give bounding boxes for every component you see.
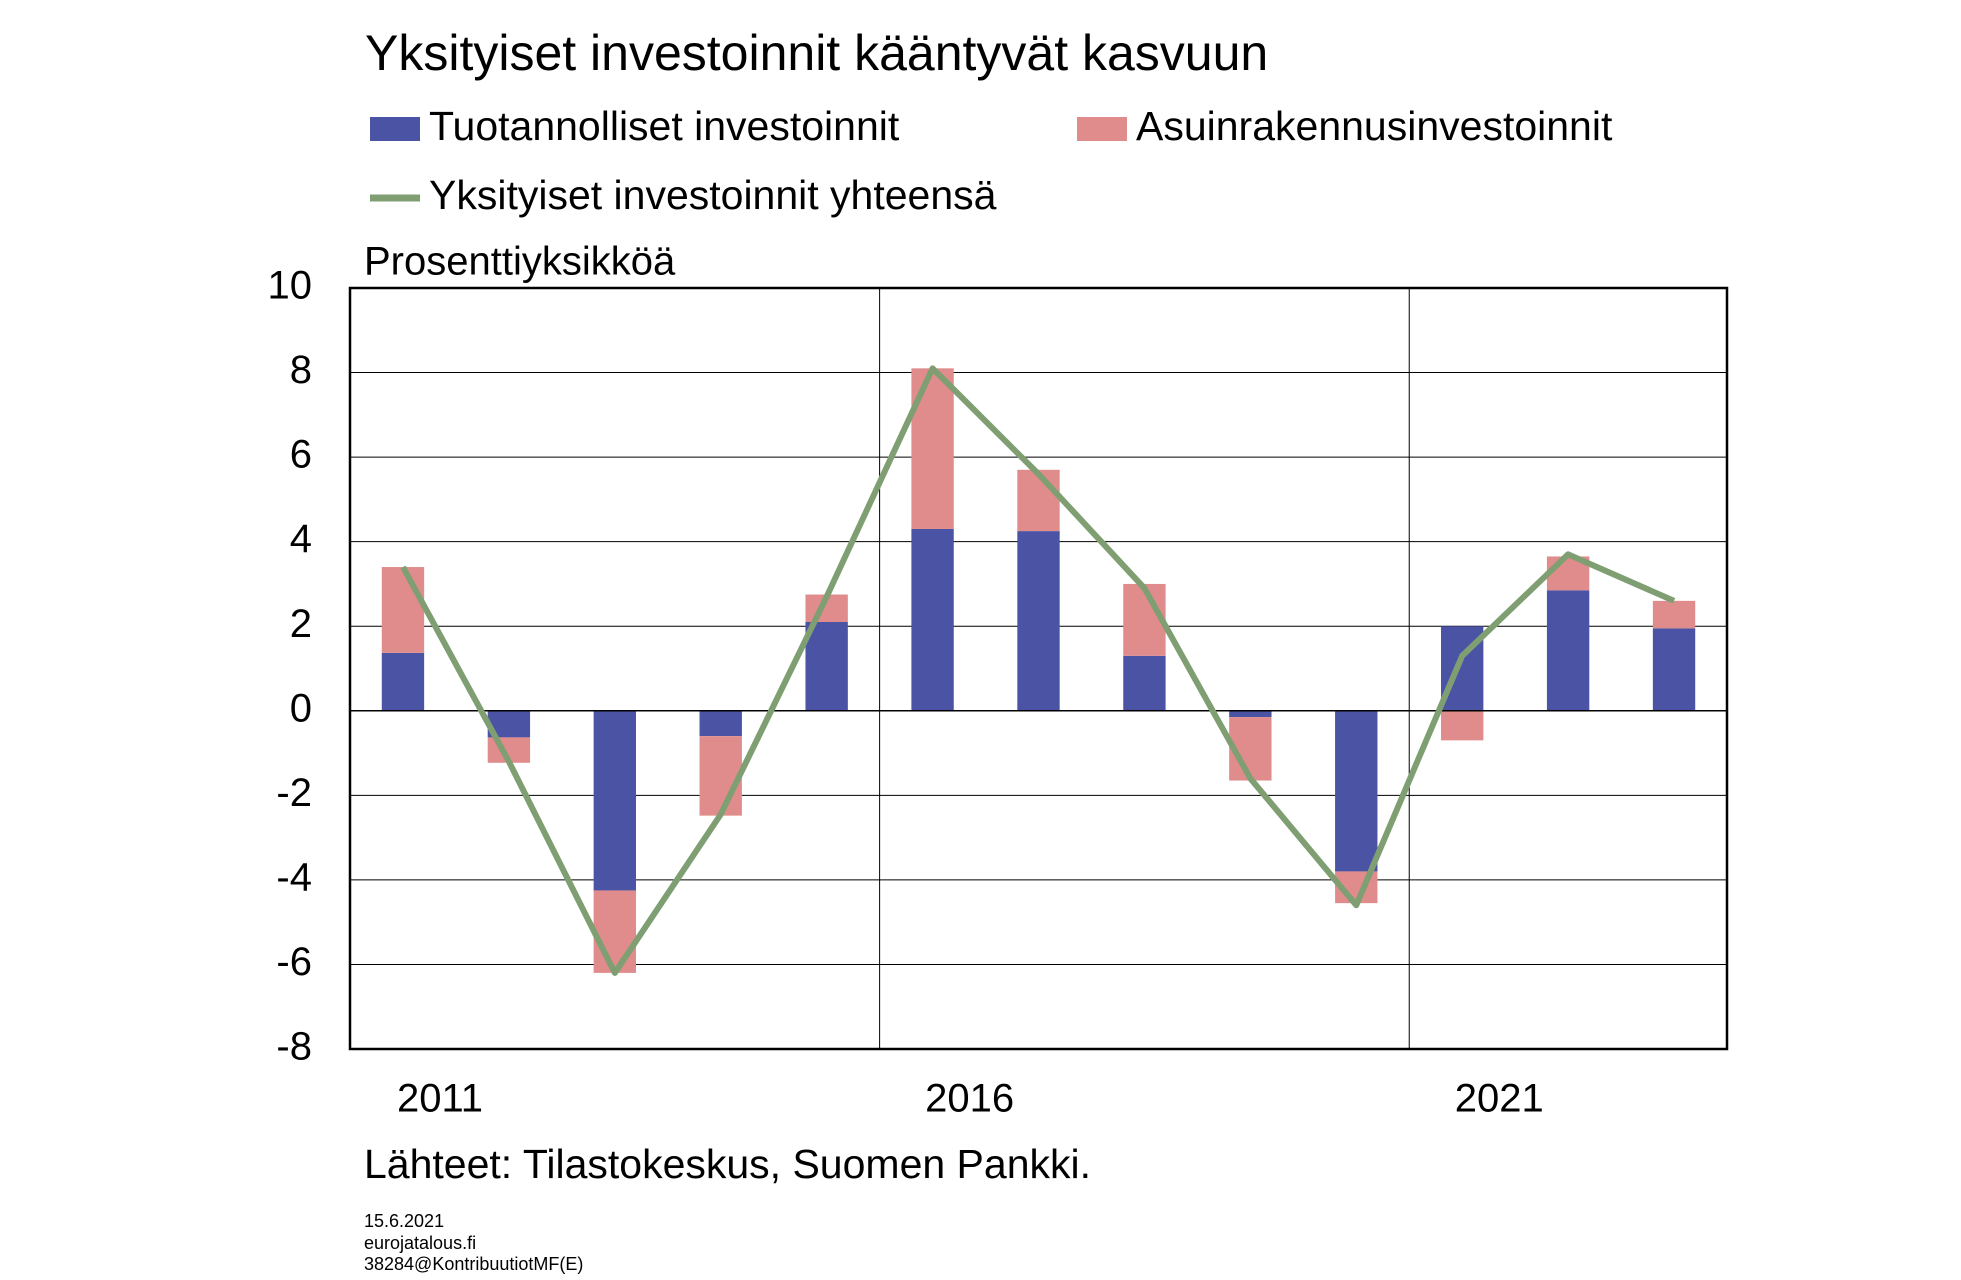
- legend-label: Yksityiset investoinnit yhteensä: [429, 172, 997, 218]
- bar: [593, 890, 636, 973]
- chart-title: Yksityiset investoinnit kääntyvät kasvuu…: [365, 25, 1268, 81]
- legend-label: Tuotannolliset investoinnit: [429, 103, 900, 149]
- y-tick-label: 0: [290, 686, 312, 730]
- bar: [381, 567, 425, 653]
- bar: [911, 368, 954, 529]
- bar: [1123, 655, 1166, 711]
- y-tick-label: 8: [290, 348, 312, 392]
- bar: [1017, 469, 1060, 532]
- y-tick-label: 2: [290, 602, 312, 646]
- bar: [699, 710, 742, 737]
- source: Lähteet: Tilastokeskus, Suomen Pankki.: [364, 1141, 1091, 1187]
- bar: [699, 736, 742, 816]
- legend-swatch: [1077, 117, 1127, 141]
- bar: [381, 652, 425, 711]
- y-axis-label: Prosenttiyksikköä: [364, 240, 676, 284]
- footer: eurojatalous.fi: [364, 1233, 476, 1253]
- y-tick-label: -6: [276, 940, 312, 984]
- bar: [1441, 710, 1484, 741]
- y-tick-label: 6: [290, 433, 312, 477]
- y-tick-label: -4: [276, 855, 312, 899]
- line: [400, 365, 1676, 976]
- bar: [805, 621, 848, 711]
- bar: [1546, 590, 1590, 711]
- bar: [593, 710, 636, 891]
- footer: 38284@KontribuutiotMF(E): [364, 1254, 583, 1274]
- y-tick-label: 10: [268, 264, 313, 308]
- bar: [1652, 600, 1696, 629]
- bar: [1123, 583, 1166, 656]
- bar: [1335, 710, 1378, 872]
- bar: [1652, 628, 1696, 711]
- y-tick-label: 4: [290, 517, 312, 561]
- y-tick-label: -2: [276, 771, 312, 815]
- bar: [1017, 531, 1060, 711]
- x-tick-label: 2021: [1455, 1077, 1544, 1121]
- x-tick-label: 2016: [925, 1077, 1014, 1121]
- y-tick-label: -8: [276, 1025, 312, 1069]
- footer: 15.6.2021: [364, 1211, 444, 1231]
- bar: [911, 528, 954, 711]
- plot-frame: [348, 286, 1729, 1051]
- bar: [1229, 710, 1272, 718]
- x-tick-label: 2011: [397, 1077, 483, 1121]
- legend-label: Asuinrakennusinvestoinnit: [1136, 103, 1613, 149]
- legend-swatch: [370, 117, 420, 141]
